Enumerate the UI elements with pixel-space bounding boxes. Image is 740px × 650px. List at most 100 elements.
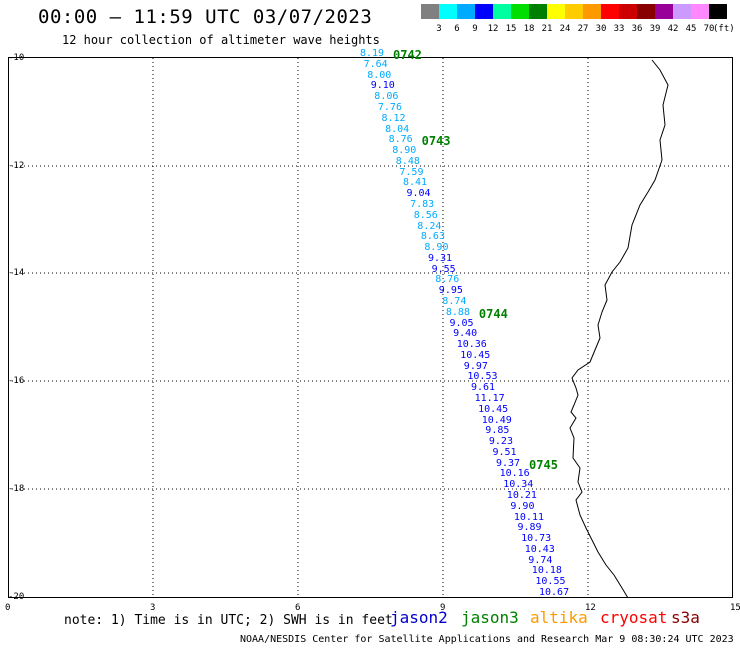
- legend-swatch: [709, 4, 727, 19]
- swh-value: 8.90: [424, 242, 449, 253]
- y-axis-label: -18: [8, 484, 25, 494]
- swh-value: 7.76: [377, 101, 402, 113]
- legend-label: 27: [577, 24, 589, 34]
- swh-value: 7.59: [399, 166, 424, 178]
- y-axis-label: -10: [8, 53, 25, 63]
- legend-label: 30: [595, 24, 607, 34]
- swh-value: 10.21: [506, 490, 537, 501]
- swh-value: 8.76: [388, 134, 413, 146]
- map-plot-area: [8, 57, 733, 598]
- swh-value: 9.61: [471, 382, 496, 394]
- pass-time-label: 0745: [529, 457, 558, 472]
- legend-unit: (ft): [713, 24, 735, 34]
- swh-value: 8.19: [360, 48, 385, 59]
- pass-time-label: 0742: [393, 48, 422, 62]
- swh-value: 10.67: [539, 587, 570, 598]
- swh-value: 9.37: [496, 457, 521, 469]
- legend-label: 39: [649, 24, 661, 34]
- swh-value: 10.16: [499, 468, 530, 480]
- swh-value: 9.74: [528, 554, 553, 566]
- swh-value: 10.34: [503, 479, 534, 491]
- swh-value: 9.85: [485, 425, 510, 437]
- swh-value: 7.64: [363, 58, 388, 70]
- pass-time-label: 0744: [478, 306, 508, 321]
- legend-label: 36: [631, 24, 643, 34]
- legend-swatch: [673, 4, 691, 19]
- x-axis-label: 15: [730, 603, 740, 613]
- color-legend: (ft) 3 6 9 12 15 18 21 24 27 30 33 36 39 42 45 70: [421, 4, 735, 36]
- page-title: 00:00 – 11:59 UTC 03/07/2023: [38, 6, 373, 28]
- page-subtitle: 12 hour collection of altimeter wave hei…: [62, 33, 380, 47]
- swh-value: 9.90: [510, 500, 535, 512]
- swh-value: 11.17: [474, 393, 505, 404]
- footnote: note: 1) Time is in UTC; 2) SWH is in fe…: [64, 613, 393, 628]
- swh-value: 8.12: [381, 112, 406, 124]
- legend-label: 9: [472, 24, 478, 34]
- legend-swatch: [493, 4, 511, 19]
- satellite-label: altika: [530, 608, 588, 627]
- y-axis-label: -16: [8, 376, 25, 386]
- swh-value: 10.55: [535, 576, 566, 588]
- x-axis-label: 6: [295, 603, 301, 613]
- swh-value: 10.43: [524, 543, 555, 555]
- legend-swatch: [583, 4, 601, 19]
- swh-value: 9.04: [406, 188, 431, 200]
- swh-value: 8.88: [445, 306, 470, 318]
- swh-value: 8.24: [417, 220, 442, 232]
- legend-label: 15: [505, 24, 517, 34]
- legend-swatch: [565, 4, 583, 19]
- y-axis-label: -12: [8, 161, 25, 171]
- satellite-label: cryosat: [600, 608, 668, 627]
- legend-swatch: [511, 4, 529, 19]
- legend-label: 21: [541, 24, 553, 34]
- grid-lines: [8, 58, 733, 597]
- x-axis-label: 12: [585, 603, 596, 613]
- legend-label: 6: [454, 24, 460, 34]
- x-axis-label: 0: [5, 603, 11, 613]
- swh-value: 10.18: [531, 565, 562, 577]
- legend-label: 3: [436, 24, 442, 34]
- swh-value: 8.00: [367, 69, 392, 81]
- legend-swatch: [637, 4, 655, 19]
- swh-value: 9.10: [370, 80, 395, 92]
- legend-label: 42: [667, 24, 679, 34]
- swh-value: 9.23: [488, 436, 513, 448]
- legend-swatch: [529, 4, 547, 19]
- legend-label: 12: [487, 24, 499, 34]
- swh-value: 8.04: [385, 123, 410, 135]
- swh-value: 10.73: [521, 533, 552, 545]
- y-axis-label: -14: [8, 268, 25, 278]
- legend-swatch: [475, 4, 493, 19]
- swh-value: 8.76: [435, 274, 460, 286]
- swh-value: 8.48: [395, 155, 420, 167]
- legend-swatch: [619, 4, 637, 19]
- swh-value: 10.36: [456, 339, 487, 351]
- swh-value: 9.31: [428, 252, 453, 264]
- legend-label: 18: [523, 24, 535, 34]
- credit-line: NOAA/NESDIS Center for Satellite Applica…: [240, 634, 734, 645]
- swh-value: 10.53: [467, 371, 498, 383]
- satellite-label: jason2: [390, 608, 448, 627]
- swh-value: 8.74: [442, 295, 467, 307]
- swh-value: 7.83: [410, 198, 435, 210]
- y-axis-label: -20: [8, 592, 25, 602]
- x-axis-label: 9: [440, 603, 446, 613]
- legend-swatch: [457, 4, 475, 19]
- coastline: [569, 59, 669, 599]
- swh-value: 9.55: [431, 263, 456, 275]
- swh-value: 9.51: [492, 446, 517, 458]
- legend-swatch: [421, 4, 439, 19]
- swh-value: 9.97: [463, 360, 488, 372]
- pass-time-label: 0743: [421, 134, 451, 149]
- swh-value: 8.06: [374, 91, 399, 103]
- legend-label: 45: [685, 24, 697, 34]
- swh-value: 10.49: [481, 414, 512, 426]
- swh-value: 8.63: [420, 231, 445, 243]
- swh-value: 10.45: [478, 403, 509, 415]
- swh-value: 9.95: [438, 285, 463, 297]
- satellite-label: jason3: [461, 608, 519, 627]
- swh-value: 9.89: [517, 522, 542, 534]
- legend-swatch: [601, 4, 619, 19]
- swh-value: 10.45: [460, 349, 491, 361]
